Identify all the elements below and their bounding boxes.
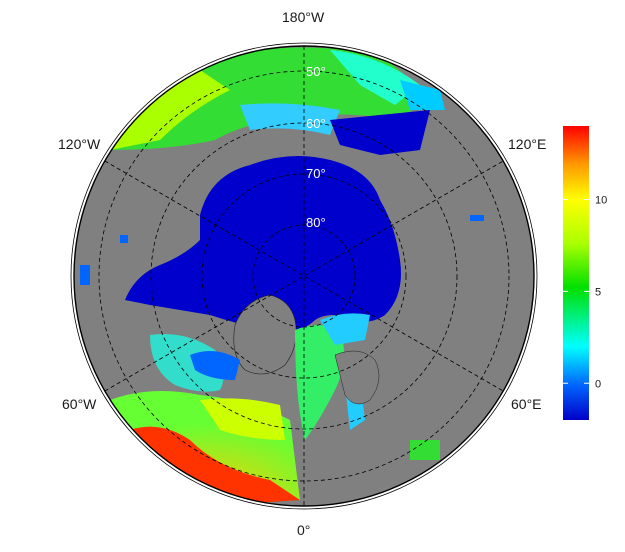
lon-label-180w: 180°W [282, 9, 325, 25]
scandinavia [334, 350, 380, 405]
colorbar: 0 5 10 [563, 126, 607, 420]
colorbar-tick-label: 10 [595, 195, 607, 207]
lat-label-80: 80° [306, 215, 326, 230]
lon-label-120e: 120°E [508, 136, 547, 152]
lon-label-60w: 60°W [62, 396, 97, 412]
lat-label-60: 60° [306, 116, 326, 131]
map-border-outer [70, 42, 538, 510]
lon-label-0: 0° [297, 522, 311, 538]
map-border [73, 45, 535, 507]
arctic-ice [125, 156, 401, 332]
colorbar-gradient [563, 126, 589, 420]
lat-label-50: 50° [306, 64, 326, 79]
lon-label-60e: 60°E [511, 396, 542, 412]
colorbar-tick-label: 0 [595, 378, 601, 390]
colorbar-tick-label: 5 [595, 286, 601, 298]
lon-label-120w: 120°W [58, 136, 101, 152]
lat-label-70: 70° [306, 166, 326, 181]
greenland [233, 294, 297, 375]
